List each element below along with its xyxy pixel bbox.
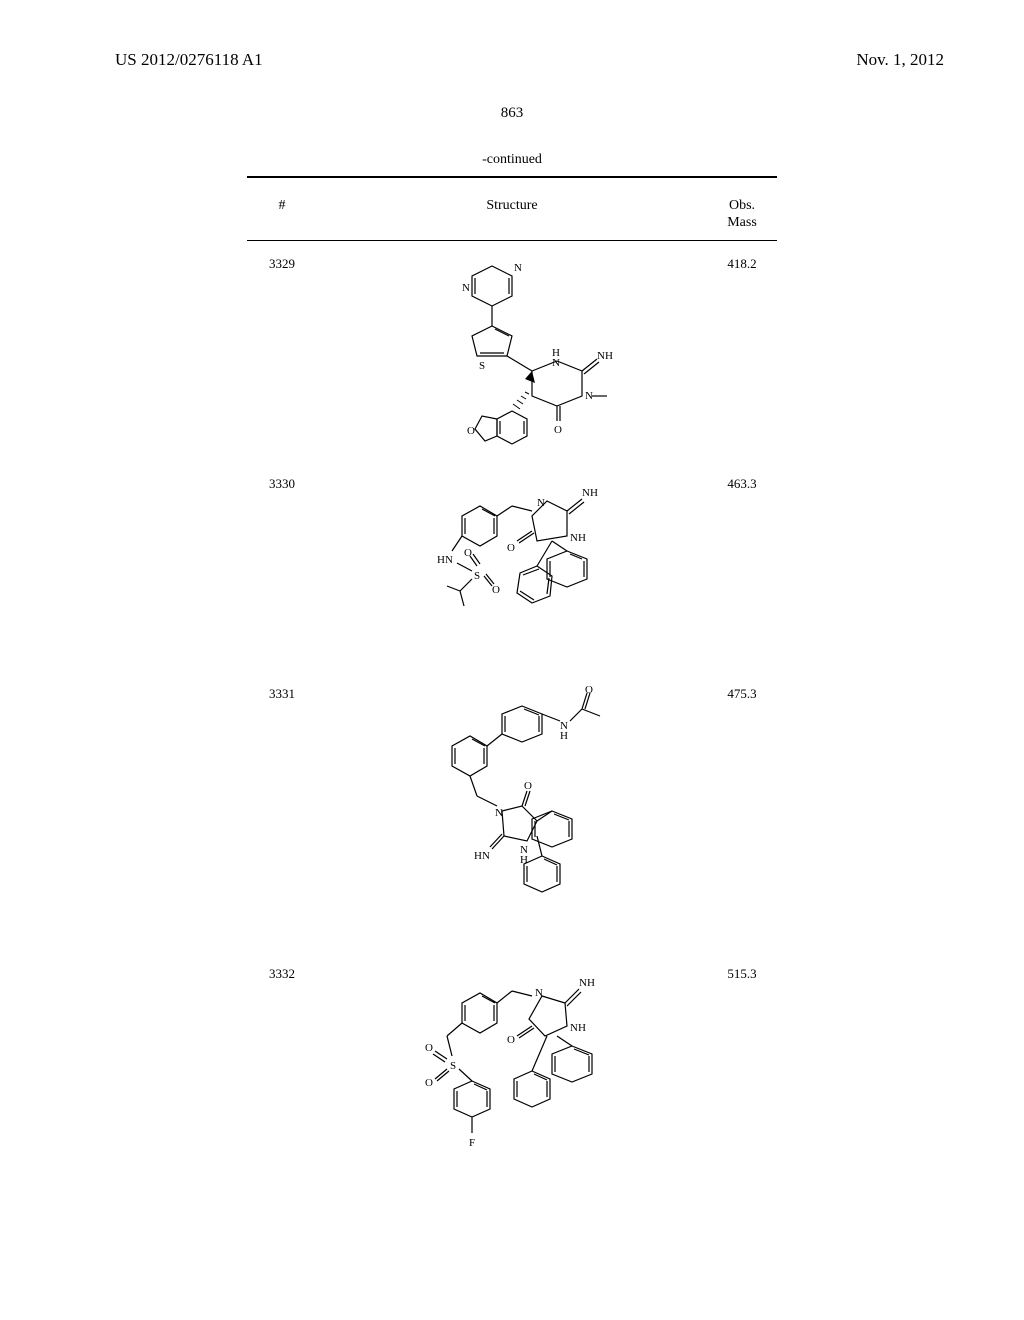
mass-header-line2: Mass [707, 215, 777, 232]
svg-text:S: S [479, 360, 485, 372]
structure-cell: N H O N O [317, 681, 707, 951]
col-header-structure: Structure [317, 198, 707, 232]
patent-number: US 2012/0276118 A1 [115, 50, 263, 70]
svg-text:O: O [425, 1042, 433, 1054]
compound-number: 3332 [247, 961, 317, 982]
table-header-row: # Structure Obs. Mass [247, 176, 777, 241]
compound-mass: 418.2 [707, 251, 777, 272]
svg-text:N: N [535, 987, 543, 999]
svg-text:N: N [552, 357, 560, 369]
structure-cell: N NH NH O [317, 961, 707, 1241]
svg-text:O: O [507, 1034, 515, 1046]
svg-text:O: O [554, 424, 562, 436]
svg-text:S: S [474, 570, 480, 582]
page-number: 863 [0, 105, 1024, 122]
svg-text:O: O [585, 684, 593, 696]
table-row: 3330 N NH NH O [247, 461, 777, 671]
svg-text:O: O [425, 1077, 433, 1089]
compound-number: 3331 [247, 681, 317, 702]
col-header-num: # [247, 198, 317, 232]
svg-text:N: N [537, 497, 545, 509]
svg-text:N: N [514, 262, 522, 274]
compound-table: -continued # Structure Obs. Mass 3329 N … [247, 152, 777, 1241]
svg-text:O: O [467, 425, 475, 437]
chemical-structure-icon: N NH NH O [387, 961, 637, 1241]
svg-text:HN: HN [474, 850, 490, 862]
chemical-structure-icon: N H O N O [392, 681, 632, 951]
chemical-structure-icon: N NH NH O [392, 471, 632, 671]
mass-header-line1: Obs. [707, 198, 777, 215]
svg-text:O: O [492, 584, 500, 596]
svg-text:NH: NH [570, 1022, 586, 1034]
patent-date: Nov. 1, 2012 [856, 50, 944, 70]
table-row: 3329 N N S H [247, 241, 777, 461]
structure-cell: N NH NH O [317, 471, 707, 671]
structure-cell: N N S H N NH N [317, 251, 707, 461]
svg-text:S: S [450, 1060, 456, 1072]
compound-number: 3329 [247, 251, 317, 272]
svg-text:HN: HN [437, 554, 453, 566]
svg-text:NH: NH [582, 487, 598, 499]
compound-mass: 515.3 [707, 961, 777, 982]
chemical-structure-icon: N N S H N NH N [397, 251, 627, 461]
continued-label: -continued [247, 152, 777, 168]
svg-text:O: O [524, 780, 532, 792]
svg-text:NH: NH [597, 350, 613, 362]
svg-text:N: N [585, 390, 593, 402]
compound-number: 3330 [247, 471, 317, 492]
compound-mass: 475.3 [707, 681, 777, 702]
svg-text:H: H [560, 730, 568, 742]
compound-mass: 463.3 [707, 471, 777, 492]
svg-text:NH: NH [579, 977, 595, 989]
svg-text:F: F [469, 1137, 475, 1149]
svg-text:NH: NH [570, 532, 586, 544]
table-row: 3332 N NH NH O [247, 951, 777, 1241]
svg-text:N: N [462, 282, 470, 294]
svg-text:O: O [464, 547, 472, 559]
svg-text:O: O [507, 542, 515, 554]
col-header-mass: Obs. Mass [707, 198, 777, 232]
table-row: 3331 N H O [247, 671, 777, 951]
